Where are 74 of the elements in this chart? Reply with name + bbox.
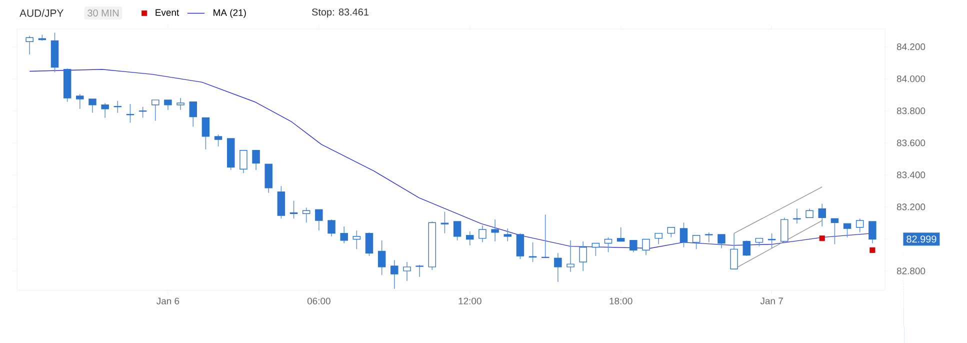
candlestick bbox=[416, 264, 424, 278]
candlestick bbox=[579, 240, 587, 272]
candlestick bbox=[554, 252, 562, 282]
candlestick bbox=[680, 222, 688, 248]
candlestick bbox=[328, 219, 336, 237]
candlestick bbox=[856, 218, 864, 233]
candlestick bbox=[101, 102, 109, 118]
candlestick bbox=[390, 260, 398, 290]
candlestick bbox=[793, 208, 801, 224]
candlestick bbox=[780, 217, 788, 242]
candlestick bbox=[240, 150, 248, 174]
candlestick bbox=[277, 186, 286, 219]
candlestick bbox=[189, 101, 197, 128]
y-tick-label: 82.800 bbox=[896, 268, 926, 274]
candlestick bbox=[88, 98, 96, 114]
candlestick bbox=[654, 232, 662, 245]
candlestick bbox=[214, 134, 222, 147]
candlestick bbox=[453, 221, 462, 241]
candlestick bbox=[365, 232, 374, 256]
candlestick bbox=[818, 203, 826, 227]
x-tick-label: Jan 7 bbox=[760, 298, 783, 304]
candlestick bbox=[290, 200, 298, 219]
candlestick bbox=[592, 242, 600, 256]
candlestick bbox=[692, 235, 700, 250]
y-tick-label: 83.800 bbox=[896, 107, 926, 114]
chart-title: AUD/JPY bbox=[20, 9, 64, 17]
candlestick bbox=[730, 232, 738, 270]
y-tick-label: 84.200 bbox=[896, 43, 926, 50]
candlestick bbox=[252, 150, 260, 170]
candlestick bbox=[504, 228, 512, 242]
y-tick-label: 83.400 bbox=[896, 172, 926, 178]
y-tick-label: 83.200 bbox=[896, 204, 926, 210]
legend-label: MA (21) bbox=[214, 9, 246, 18]
text: Stop: 83.461 bbox=[312, 8, 368, 18]
candlestick bbox=[491, 219, 499, 242]
candlestick bbox=[26, 35, 34, 55]
y-tick-label: 84.000 bbox=[896, 75, 926, 82]
candlestick bbox=[76, 94, 84, 110]
candlestick bbox=[403, 262, 411, 282]
candlestick bbox=[604, 236, 612, 253]
candlestick bbox=[164, 100, 172, 110]
candlestick bbox=[718, 234, 726, 249]
candlestick bbox=[340, 226, 348, 244]
candlestick bbox=[616, 227, 625, 242]
candlestick bbox=[868, 221, 876, 244]
candlestick bbox=[528, 242, 537, 262]
legend-label: Event bbox=[156, 9, 180, 16]
x-tick-label: Jan 6 bbox=[156, 298, 180, 304]
candlestick bbox=[466, 231, 474, 246]
x-tick-label: 06:00 bbox=[307, 298, 330, 304]
candlestick bbox=[440, 211, 449, 234]
candlestick bbox=[202, 117, 210, 150]
candlestick bbox=[152, 100, 160, 122]
candlestick bbox=[642, 238, 650, 256]
candlestick bbox=[176, 98, 184, 110]
candlestick bbox=[516, 232, 524, 260]
x-tick-label: 18:00 bbox=[610, 298, 632, 304]
candlestick bbox=[378, 240, 386, 276]
candlestick bbox=[742, 240, 751, 256]
candlestick bbox=[352, 230, 361, 250]
candlestick bbox=[830, 218, 839, 245]
candlestick bbox=[566, 240, 574, 272]
candlestick bbox=[843, 223, 852, 238]
candlestick bbox=[478, 225, 486, 243]
candlestick bbox=[667, 227, 676, 238]
chart-subtitle: 30 MIN bbox=[88, 9, 118, 17]
text: 82.999 bbox=[906, 236, 936, 243]
x-tick-label: 12:00 bbox=[458, 298, 482, 304]
candlestick bbox=[705, 232, 713, 243]
y-tick-label: 83.600 bbox=[896, 140, 926, 146]
candlestick bbox=[315, 209, 323, 231]
candlestick bbox=[302, 207, 310, 223]
candlestick bbox=[264, 164, 272, 194]
candlestick bbox=[630, 240, 638, 253]
